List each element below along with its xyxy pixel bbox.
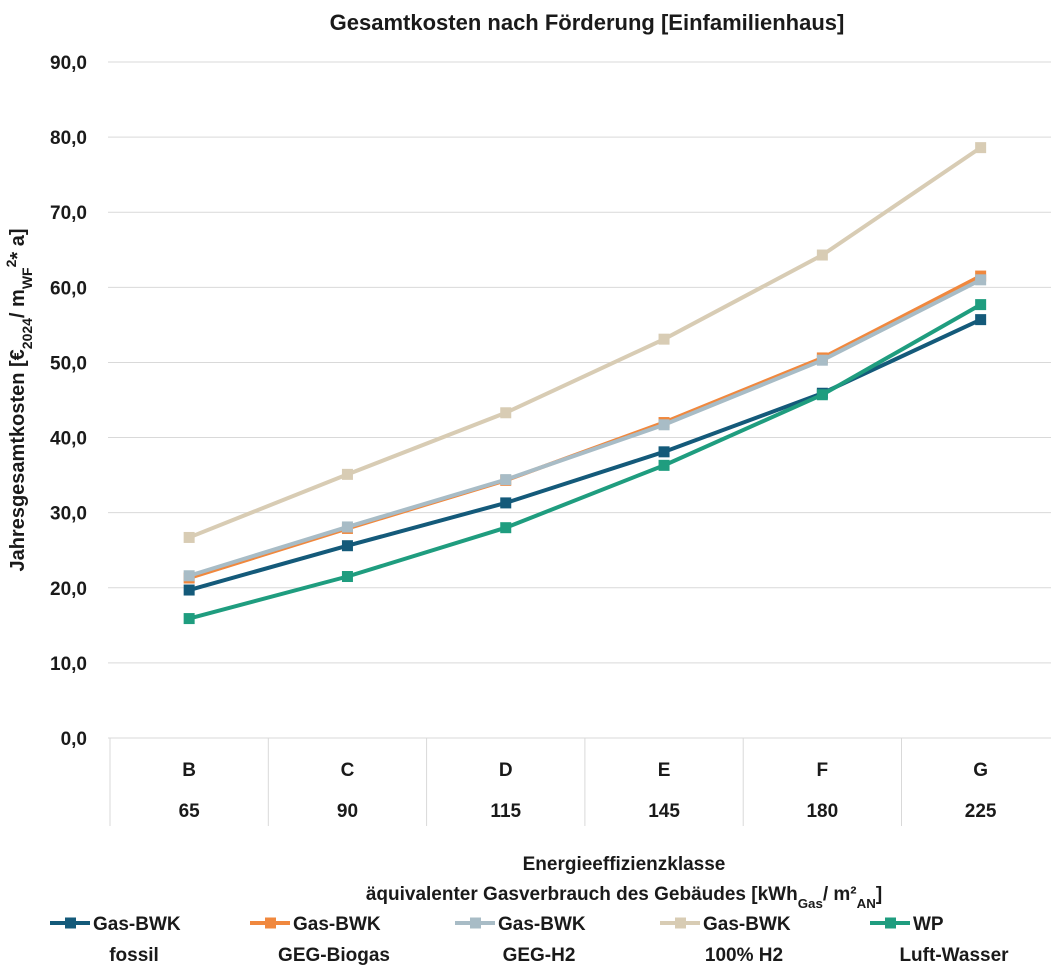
data-point — [658, 459, 670, 471]
data-point — [500, 407, 512, 419]
legend-label: Gas-BWK — [703, 914, 791, 935]
x-tick-label: B — [182, 760, 196, 781]
y-tick-label: 30,0 — [50, 504, 87, 525]
legend: Gas-BWK fossil Gas-BWK GEG-Biogas Gas-BWK GEG… — [50, 914, 1009, 966]
data-point — [183, 570, 195, 582]
data-point — [500, 474, 512, 486]
data-point — [500, 497, 512, 509]
legend-label-secondary: fossil — [109, 945, 159, 966]
x-tick-label: F — [817, 760, 829, 781]
series-geg-biogas — [183, 270, 987, 584]
series-line — [188, 317, 982, 592]
x-axis-label-line1: Energieeffizienzklasse — [523, 854, 726, 875]
y-tick-label: 70,0 — [50, 203, 87, 224]
data-point — [341, 540, 353, 552]
data-point — [658, 446, 670, 458]
legend-item: WP Luft-Wasser — [870, 914, 1009, 966]
data-point — [341, 468, 353, 480]
x-tick-label: D — [499, 760, 513, 781]
legend-item: Gas-BWK 100% H2 — [660, 914, 791, 966]
legend-item: Gas-BWK GEG-Biogas — [250, 914, 390, 966]
y-tick-label: 90,0 — [50, 53, 87, 74]
x-tick-label-secondary: 115 — [490, 801, 521, 822]
y-tick-label: 10,0 — [50, 654, 87, 675]
legend-marker — [470, 917, 481, 929]
x-tick-label: C — [341, 760, 355, 781]
x-tick-label-secondary: 145 — [648, 801, 680, 822]
data-point — [816, 249, 828, 261]
legend-label-secondary: 100% H2 — [705, 945, 783, 966]
legend-label: WP — [913, 914, 944, 935]
legend-label: Gas-BWK — [293, 914, 381, 935]
x-tick-label: G — [973, 760, 988, 781]
series-line — [188, 302, 982, 621]
data-point — [658, 419, 670, 431]
data-point — [183, 613, 195, 625]
series-line — [188, 274, 982, 580]
series-line — [188, 278, 982, 578]
x-tick-label: E — [658, 760, 671, 781]
x-tick-label-secondary: 180 — [806, 801, 838, 822]
series-line — [188, 145, 982, 540]
legend-label-secondary: GEG-Biogas — [278, 945, 390, 966]
x-tick-label-secondary: 65 — [179, 801, 201, 822]
y-tick-label: 0,0 — [61, 729, 87, 750]
x-tick-label-secondary: 225 — [965, 801, 997, 822]
x-axis: B 65 C 90 D 115 E 145 F 180 G 225 — [109, 738, 997, 826]
data-point — [975, 274, 987, 286]
legend-marker — [885, 917, 896, 929]
series-fossil — [183, 314, 987, 596]
data-point — [341, 571, 353, 583]
series-geg-h2 — [183, 274, 987, 582]
series-luft-wasser — [183, 299, 987, 625]
chart-title: Gesamtkosten nach Förderung [Einfamilien… — [330, 10, 845, 35]
data-point — [975, 314, 987, 326]
x-tick-label-secondary: 90 — [337, 801, 358, 822]
data-point — [500, 522, 512, 534]
legend-label: Gas-BWK — [93, 914, 181, 935]
data-point — [183, 531, 195, 543]
y-tick-label: 40,0 — [50, 429, 87, 450]
series-layer — [183, 142, 987, 625]
y-axis-ticks: 0,0 10,0 20,0 30,0 40,0 50,0 60,0 70,0 80,0 90,0 — [50, 53, 87, 750]
series-100-h2 — [183, 142, 987, 543]
data-point — [658, 333, 670, 345]
legend-item: Gas-BWK GEG-H2 — [455, 914, 586, 966]
legend-label-secondary: Luft-Wasser — [899, 945, 1009, 966]
legend-label-secondary: GEG-H2 — [503, 945, 576, 966]
grid — [108, 61, 1051, 739]
legend-label: Gas-BWK — [498, 914, 586, 935]
y-tick-label: 50,0 — [50, 353, 87, 374]
y-axis-label: Jahresgesamtkosten [€2024/ mWF2* a] — [3, 228, 35, 571]
legend-marker — [675, 917, 686, 929]
y-tick-label: 60,0 — [50, 278, 87, 299]
data-point — [183, 584, 195, 596]
legend-item: Gas-BWK fossil — [50, 914, 181, 966]
legend-marker — [65, 917, 76, 929]
data-point — [816, 354, 828, 366]
y-tick-label: 20,0 — [50, 579, 87, 600]
y-tick-label: 80,0 — [50, 128, 87, 149]
legend-marker — [265, 917, 276, 929]
data-point — [816, 389, 828, 401]
data-point — [975, 299, 987, 311]
data-point — [341, 521, 353, 533]
data-point — [975, 142, 987, 154]
x-axis-label-line2: äquivalenter Gasverbrauch des Gebäudes [… — [366, 884, 882, 911]
